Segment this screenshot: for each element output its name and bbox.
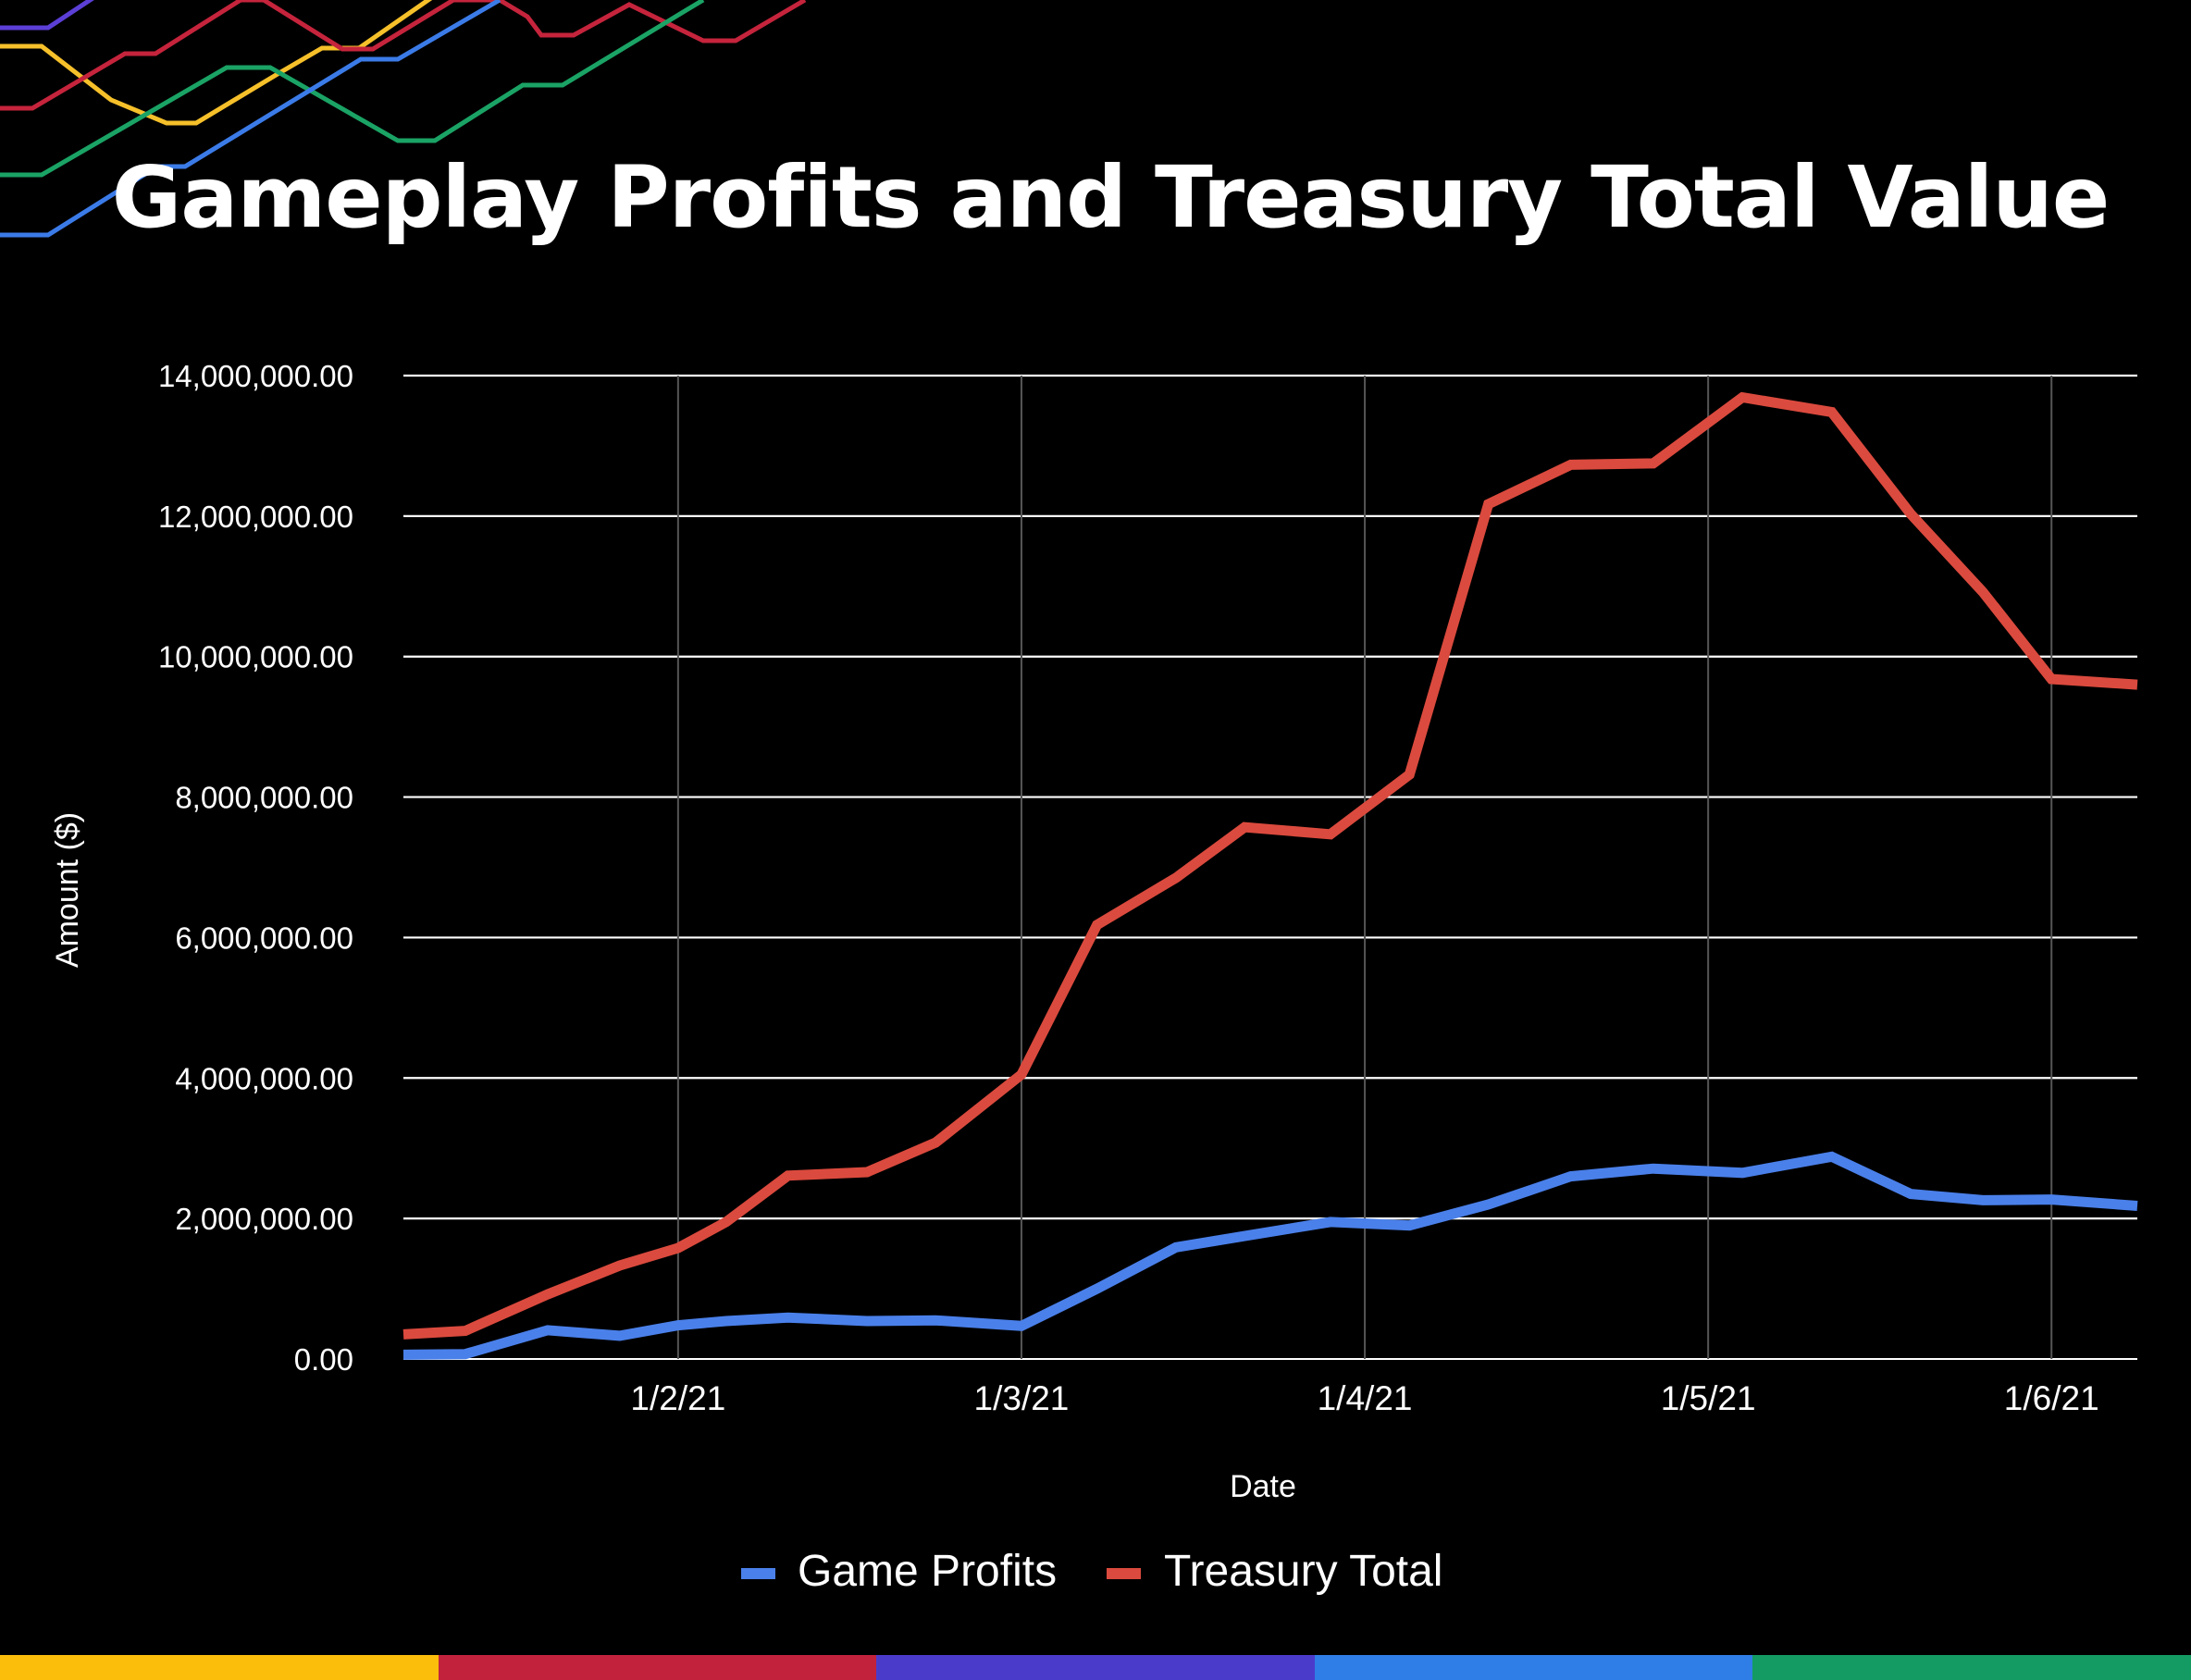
decor-line [0,0,705,178]
x-tick-label: 1/5/21 [1661,1379,1756,1417]
series-line-game-profits [402,1151,2138,1360]
color-bar-segment [1752,1655,2191,1680]
x-tick-label: 1/2/21 [630,1379,725,1417]
series-line-treasury-total [402,391,2138,1340]
y-tick-label: 14,000,000.00 [158,359,353,393]
grid [403,374,2137,1360]
y-axis-label: Amount ($) [50,812,85,968]
color-bar-segment [0,1655,439,1680]
color-bar-segment [876,1655,1315,1680]
y-tick-label: 12,000,000.00 [158,500,353,534]
decor-line [0,0,501,238]
color-bar-segment [438,1655,877,1680]
bottom-color-bar [0,1655,2191,1680]
decorative-lines [0,0,807,238]
decor-line [0,0,807,111]
y-tick-label: 8,000,000.00 [175,781,353,815]
y-tick-label: 2,000,000.00 [175,1202,353,1236]
legend-label: Game Profits [798,1547,1057,1596]
legend-swatch [1107,1568,1141,1579]
x-tick-label: 1/6/21 [2004,1379,2099,1417]
y-tick-label: 6,000,000.00 [175,920,353,955]
y-axis-ticks: 0.00 2,000,000.00 4,000,000.00 6,000,000.00… [158,359,353,1377]
y-tick-label: 10,000,000.00 [158,640,353,674]
color-bar-segment [1314,1655,1753,1680]
series [402,391,2138,1360]
x-axis-ticks: 1/2/21 1/3/21 1/4/21 1/5/21 1/6/21 [630,1379,2098,1417]
decor-line [0,0,94,31]
y-tick-label: 0.00 [294,1342,353,1377]
x-tick-label: 1/3/21 [974,1379,1070,1417]
x-tick-label: 1/4/21 [1318,1379,1413,1417]
y-tick-label: 4,000,000.00 [175,1061,353,1095]
legend-label: Treasury Total [1164,1547,1442,1596]
chart-title: Gameplay Profits and Treasury Total Valu… [111,148,2110,247]
legend-swatch [741,1568,775,1579]
x-axis-label: Date [1230,1469,1296,1504]
legend: Game Profits Treasury Total [741,1547,1442,1596]
